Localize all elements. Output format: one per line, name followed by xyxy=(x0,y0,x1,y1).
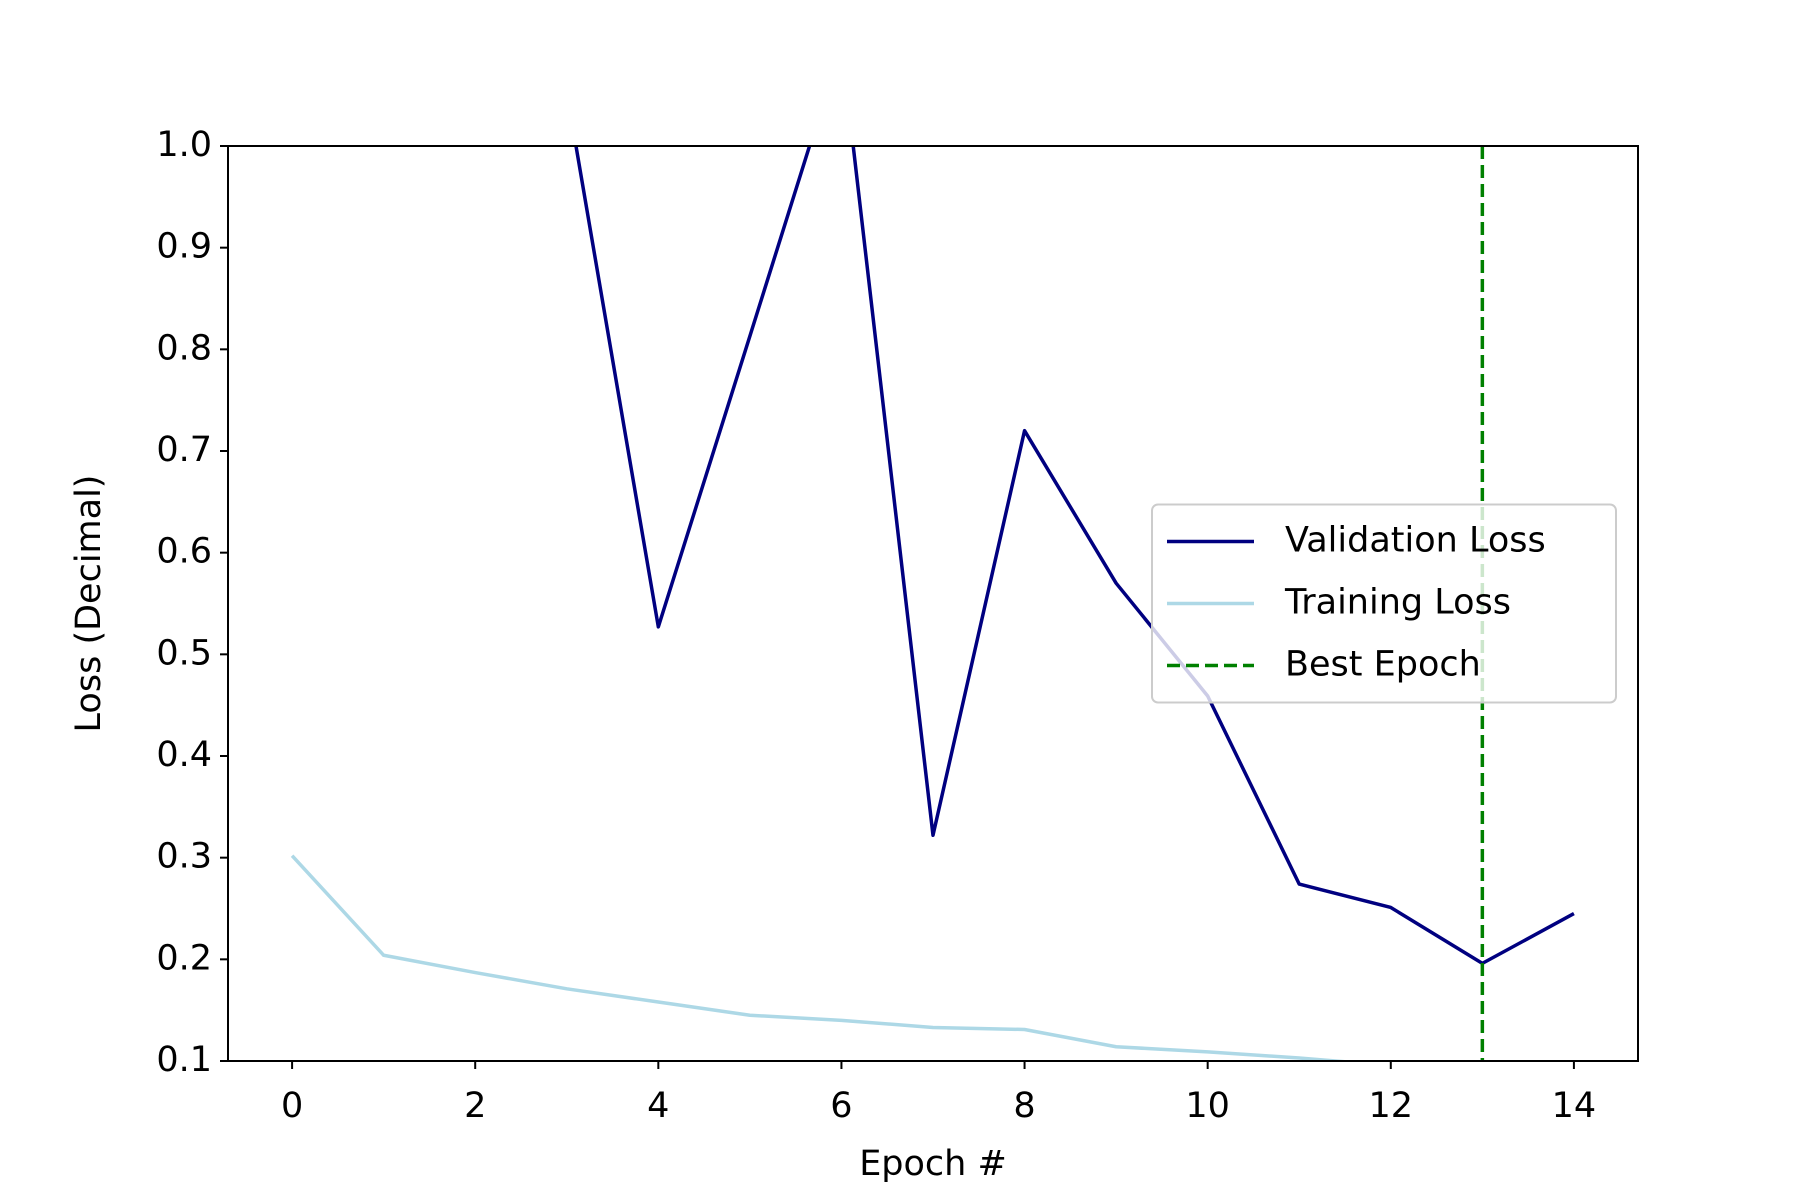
x-tick-label: 4 xyxy=(647,1086,669,1126)
x-tick-label: 8 xyxy=(1013,1086,1035,1126)
y-axis-label: Loss (Decimal) xyxy=(69,475,109,733)
x-tick-label: 10 xyxy=(1185,1086,1230,1126)
y-tick-label: 0.8 xyxy=(156,328,212,368)
y-tick-label: 0.5 xyxy=(156,633,212,673)
x-tick-label: 2 xyxy=(464,1086,486,1126)
y-tick-label: 0.6 xyxy=(156,532,212,572)
x-axis-label: Epoch # xyxy=(859,1144,1007,1184)
series-line xyxy=(290,854,1357,1061)
x-tick-label: 6 xyxy=(830,1086,852,1126)
x-tick-label: 12 xyxy=(1369,1086,1414,1126)
legend-label: Validation Loss xyxy=(1285,521,1546,561)
legend-label: Best Epoch xyxy=(1285,645,1481,685)
x-tick-label: 14 xyxy=(1552,1086,1597,1126)
series-line xyxy=(574,146,1575,966)
y-tick-label: 0.1 xyxy=(156,1040,212,1080)
axes-frame xyxy=(227,145,1639,1062)
y-tick-label: 0.2 xyxy=(156,938,212,978)
y-tick-label: 0.9 xyxy=(156,227,212,267)
legend-label: Training Loss xyxy=(1284,583,1511,623)
x-tick-label: 0 xyxy=(281,1086,303,1126)
legend-box xyxy=(1151,503,1617,704)
y-tick-label: 1.0 xyxy=(156,125,212,165)
y-tick-label: 0.7 xyxy=(156,430,212,470)
y-tick-label: 0.4 xyxy=(156,735,212,775)
y-tick-label: 0.3 xyxy=(156,837,212,877)
